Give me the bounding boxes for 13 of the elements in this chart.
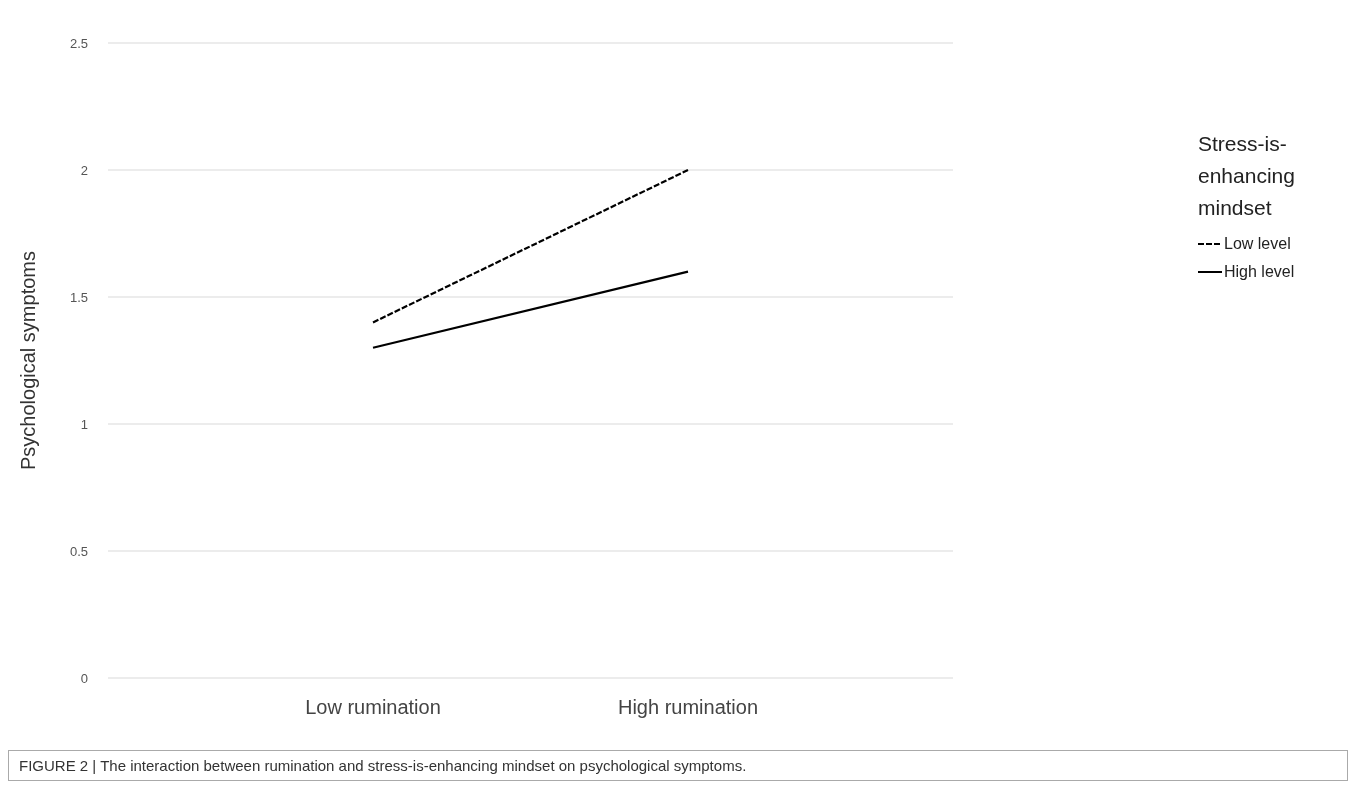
caption: FIGURE 2 | The interaction between rumination and stress-is-enhancing mindset on psychological symptoms. xyxy=(8,750,1348,781)
y-axis-title: Psychological symptoms xyxy=(17,251,40,470)
legend-title: Stress-is-enhancing mindset xyxy=(1198,131,1296,221)
legend-label: High level xyxy=(1224,263,1295,281)
y-tick-label: 0.5 xyxy=(69,543,88,559)
y-tick-label: 1 xyxy=(80,416,88,432)
x-tick-label: High rumination xyxy=(617,696,759,719)
x-tick-label: Low rumination xyxy=(305,696,441,719)
legend-label: Low level xyxy=(1224,235,1291,253)
y-tick-label: 0 xyxy=(80,670,88,686)
y-tick-label: 2 xyxy=(80,162,88,178)
y-tick-label: 1.5 xyxy=(69,289,88,305)
y-tick-label: 2.5 xyxy=(69,35,88,51)
